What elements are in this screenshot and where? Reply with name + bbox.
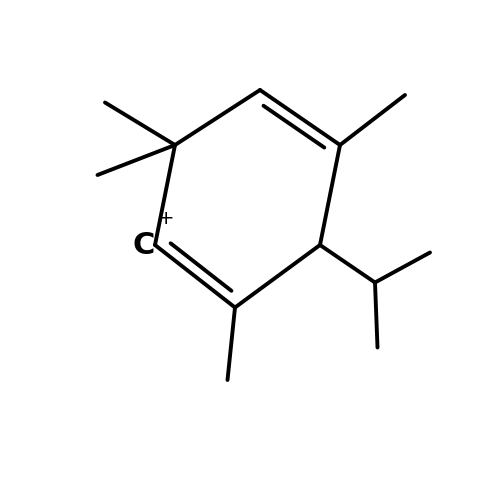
Text: C: C (132, 230, 155, 260)
Text: +: + (158, 208, 174, 228)
